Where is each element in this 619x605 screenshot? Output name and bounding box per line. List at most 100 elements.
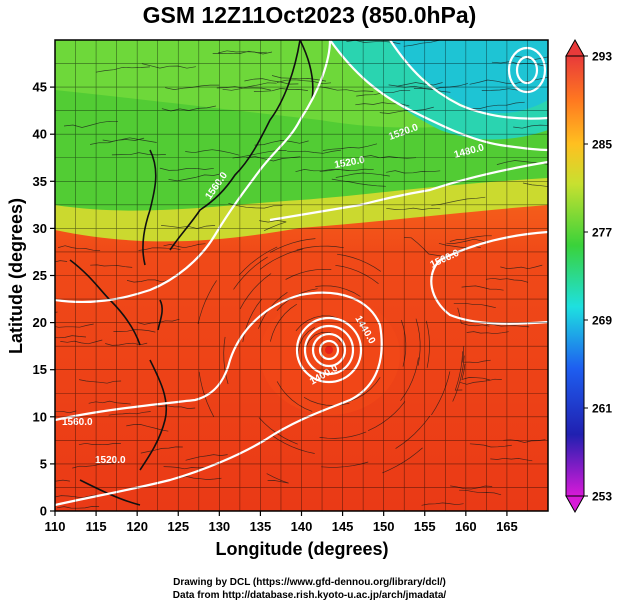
streamline <box>382 447 423 474</box>
streamline <box>315 285 361 297</box>
streamline <box>271 434 315 454</box>
contour-1520-mid <box>269 160 548 222</box>
x-tick-label: 110 <box>45 519 66 534</box>
streamline <box>457 307 490 327</box>
streamline <box>197 280 217 324</box>
y-tick-label: 5 <box>40 456 47 471</box>
japan-coast <box>169 40 301 251</box>
x-tick-label: 145 <box>332 519 354 534</box>
streamline <box>367 401 406 432</box>
low-contour-northeast-inner <box>515 55 539 85</box>
streamline <box>519 76 548 83</box>
streamline <box>259 220 287 232</box>
streamline <box>222 82 277 91</box>
streamline <box>63 120 119 128</box>
streamlines <box>55 40 548 509</box>
streamline <box>461 363 491 381</box>
colorbar: 293 285 277 269 261 253 <box>565 38 612 514</box>
streamline <box>228 203 283 209</box>
streamline <box>431 371 451 416</box>
y-axis-ticks: 0 5 10 15 20 25 30 35 40 45 <box>33 80 55 519</box>
streamline <box>469 79 524 85</box>
x-tick-label: 135 <box>250 519 272 534</box>
y-tick-label: 0 <box>40 504 47 519</box>
streamline <box>431 196 486 206</box>
page-title: GSM 12Z11Oct2023 (850.0hPa) <box>142 2 477 28</box>
y-tick-label: 45 <box>33 80 47 95</box>
streamline <box>141 63 196 69</box>
contour-label: 1560.0 <box>62 417 93 428</box>
streamline <box>223 336 229 385</box>
streamline <box>90 264 133 268</box>
streamline <box>462 346 491 364</box>
streamline <box>421 502 464 506</box>
streamline <box>58 245 101 252</box>
streamline <box>470 101 525 109</box>
streamline <box>386 207 441 210</box>
korea-coast <box>142 149 157 266</box>
streamline <box>153 404 196 409</box>
streamline <box>335 264 379 284</box>
streamline <box>425 320 430 368</box>
contour-1480-north <box>389 40 548 120</box>
streamline <box>400 319 407 367</box>
x-axis-label: Longitude (degrees) <box>215 539 388 559</box>
taiwan-coast <box>157 299 163 331</box>
streamline <box>296 245 344 251</box>
streamline <box>55 479 70 482</box>
streamline <box>319 431 367 439</box>
streamline <box>337 253 381 272</box>
streamline <box>90 137 145 145</box>
streamline <box>55 323 94 328</box>
streamline <box>233 256 268 290</box>
streamline <box>500 264 543 270</box>
y-tick-label: 10 <box>33 409 47 424</box>
colorbar-label: 277 <box>592 226 612 240</box>
x-tick-label: 120 <box>126 519 148 534</box>
streamline <box>238 246 278 276</box>
streamline <box>446 238 489 244</box>
streamline <box>239 273 272 310</box>
streamline <box>55 335 87 339</box>
colorbar-ticks: 293 285 277 269 261 253 <box>584 50 612 504</box>
streamline <box>285 268 332 280</box>
lat-lon-grid <box>55 40 548 511</box>
colorbar-label: 253 <box>592 490 612 504</box>
streamline <box>459 378 502 385</box>
streamline <box>165 84 220 90</box>
streamline <box>287 149 342 154</box>
x-tick-label: 130 <box>208 519 230 534</box>
x-tick-label: 165 <box>496 519 518 534</box>
x-tick-label: 125 <box>167 519 189 534</box>
y-tick-label: 30 <box>33 221 47 236</box>
colorbar-top-arrow <box>565 38 585 57</box>
streamline <box>452 355 465 402</box>
y-tick-label: 25 <box>33 268 47 283</box>
streamline <box>490 457 533 462</box>
streamline <box>403 40 444 47</box>
contour-1560-west <box>55 40 332 304</box>
colorbar-label: 261 <box>592 402 612 416</box>
typhoon-contour-inner <box>311 332 347 368</box>
streamline <box>450 485 493 490</box>
streamline <box>386 170 441 174</box>
x-tick-label: 115 <box>86 519 107 534</box>
geopotential-contours <box>55 40 548 507</box>
x-tick-label: 155 <box>414 519 436 534</box>
streamline <box>60 339 103 345</box>
streamline <box>55 494 97 499</box>
streamline <box>159 167 214 171</box>
contour-1560-east <box>430 230 548 325</box>
streamline <box>319 86 374 92</box>
streamline <box>466 331 509 335</box>
streamline <box>88 400 131 405</box>
colorbar-bar <box>565 55 585 497</box>
contour-label-group: 1560.0 1520.0 1480.0 1520.0 1560.0 1400.… <box>62 122 486 466</box>
streamline <box>126 279 170 283</box>
streamline <box>79 379 122 384</box>
streamline <box>100 40 120 41</box>
y-axis-label: Latitude (degrees) <box>6 198 26 354</box>
streamline <box>55 260 68 263</box>
colorbar-bottom-arrow <box>565 495 585 514</box>
